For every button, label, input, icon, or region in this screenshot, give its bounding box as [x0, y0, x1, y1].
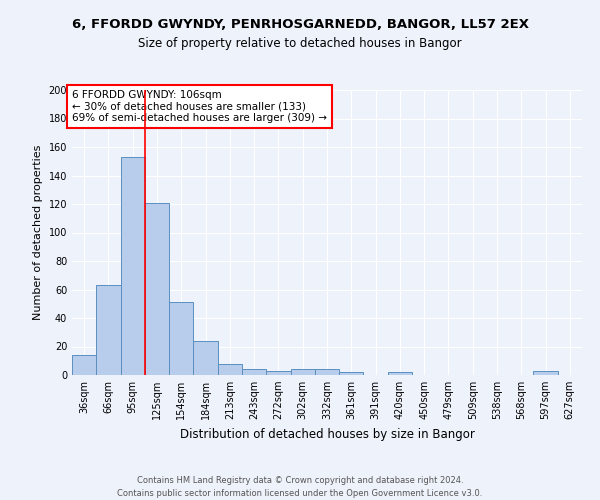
Bar	[315, 370, 339, 375]
Bar	[242, 370, 266, 375]
Bar	[388, 372, 412, 375]
Bar	[72, 355, 96, 375]
Text: Size of property relative to detached houses in Bangor: Size of property relative to detached ho…	[138, 38, 462, 51]
Bar	[96, 285, 121, 375]
Text: 6, FFORDD GWYNDY, PENRHOSGARNEDD, BANGOR, LL57 2EX: 6, FFORDD GWYNDY, PENRHOSGARNEDD, BANGOR…	[71, 18, 529, 30]
X-axis label: Distribution of detached houses by size in Bangor: Distribution of detached houses by size …	[179, 428, 475, 440]
Bar	[533, 370, 558, 375]
Bar	[266, 370, 290, 375]
Bar	[169, 302, 193, 375]
Text: Contains HM Land Registry data © Crown copyright and database right 2024.
Contai: Contains HM Land Registry data © Crown c…	[118, 476, 482, 498]
Bar	[121, 157, 145, 375]
Text: 6 FFORDD GWYNDY: 106sqm
← 30% of detached houses are smaller (133)
69% of semi-d: 6 FFORDD GWYNDY: 106sqm ← 30% of detache…	[72, 90, 327, 123]
Bar	[339, 372, 364, 375]
Bar	[145, 202, 169, 375]
Bar	[218, 364, 242, 375]
Y-axis label: Number of detached properties: Number of detached properties	[33, 145, 43, 320]
Bar	[290, 370, 315, 375]
Bar	[193, 341, 218, 375]
